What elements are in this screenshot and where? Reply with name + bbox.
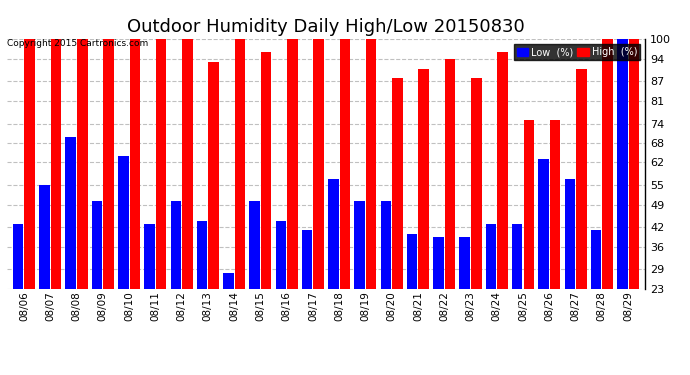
Bar — [407, 234, 417, 363]
Legend: Low  (%), High  (%): Low (%), High (%) — [513, 44, 640, 60]
Bar — [512, 224, 522, 363]
Bar — [13, 224, 23, 363]
Bar — [564, 178, 575, 363]
Bar — [445, 59, 455, 363]
Bar — [366, 39, 377, 363]
Bar — [92, 201, 102, 363]
Bar — [313, 39, 324, 363]
Bar — [170, 201, 181, 363]
Bar — [104, 39, 114, 363]
Bar — [182, 39, 193, 363]
Bar — [602, 39, 613, 363]
Bar — [591, 231, 601, 363]
Bar — [355, 201, 365, 363]
Bar — [418, 69, 429, 363]
Bar — [302, 231, 313, 363]
Bar — [538, 159, 549, 363]
Text: Copyright 2015 Cartronics.com: Copyright 2015 Cartronics.com — [7, 39, 148, 48]
Bar — [249, 201, 260, 363]
Bar — [381, 201, 391, 363]
Bar — [261, 53, 271, 363]
Bar — [51, 39, 61, 363]
Bar — [235, 39, 245, 363]
Bar — [339, 39, 351, 363]
Bar — [460, 237, 470, 363]
Bar — [275, 221, 286, 363]
Bar — [223, 273, 234, 363]
Bar — [118, 156, 128, 363]
Bar — [130, 39, 140, 363]
Bar — [328, 178, 339, 363]
Bar — [576, 69, 586, 363]
Title: Outdoor Humidity Daily High/Low 20150830: Outdoor Humidity Daily High/Low 20150830 — [127, 18, 525, 36]
Bar — [629, 39, 639, 363]
Bar — [156, 39, 166, 363]
Bar — [497, 53, 508, 363]
Bar — [77, 39, 88, 363]
Bar — [39, 185, 50, 363]
Bar — [486, 224, 496, 363]
Bar — [392, 78, 403, 363]
Bar — [66, 136, 76, 363]
Bar — [144, 224, 155, 363]
Bar — [197, 221, 207, 363]
Bar — [25, 39, 35, 363]
Bar — [471, 78, 482, 363]
Bar — [433, 237, 444, 363]
Bar — [524, 120, 534, 363]
Bar — [617, 39, 627, 363]
Bar — [287, 39, 297, 363]
Bar — [208, 62, 219, 363]
Bar — [550, 120, 560, 363]
